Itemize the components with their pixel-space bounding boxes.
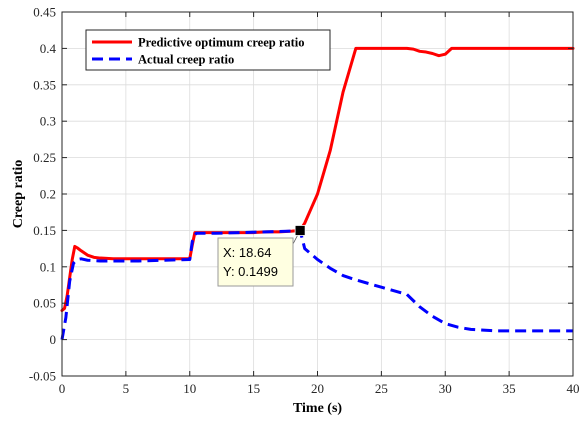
- x-tick-label: 15: [247, 381, 260, 396]
- y-tick-label: 0.2: [40, 187, 56, 202]
- legend-label-1: Predictive optimum creep ratio: [138, 36, 305, 50]
- x-tick-label: 35: [503, 381, 516, 396]
- y-tick-label: -0.05: [29, 369, 56, 384]
- x-tick-label: 0: [59, 381, 66, 396]
- legend-label-2: Actual creep ratio: [138, 53, 234, 67]
- y-tick-label: 0.3: [40, 114, 56, 129]
- datatip-y-label: Y: 0.1499: [223, 264, 278, 279]
- y-tick-label: 0.4: [40, 41, 57, 56]
- series-line-1: [60, 46, 575, 312]
- x-tick-label: 25: [375, 381, 388, 396]
- y-tick-label: 0.25: [33, 150, 56, 165]
- x-tick-label: 10: [183, 381, 196, 396]
- y-tick-label: 0.15: [33, 223, 56, 238]
- datatip-marker[interactable]: [294, 225, 306, 236]
- x-tick-label: 30: [439, 381, 452, 396]
- datatip-box: [217, 237, 294, 287]
- y-tick-label: 0.35: [33, 77, 56, 92]
- y-tick-label: 0.1: [40, 259, 56, 274]
- x-tick-label: 20: [311, 381, 324, 396]
- y-tick-label: 0.05: [33, 296, 56, 311]
- x-tick-label: 5: [123, 381, 130, 396]
- x-tick-label: 40: [567, 381, 580, 396]
- series-line-2: [60, 228, 573, 340]
- datatip-x-label: X: 18.64: [223, 245, 271, 260]
- x-axis-label: Time (s): [293, 401, 342, 416]
- y-tick-label: 0: [50, 332, 57, 347]
- legend-box: [85, 29, 331, 71]
- y-tick-label: 0.45: [33, 5, 56, 20]
- y-axis-label: Creep ratio: [11, 160, 26, 229]
